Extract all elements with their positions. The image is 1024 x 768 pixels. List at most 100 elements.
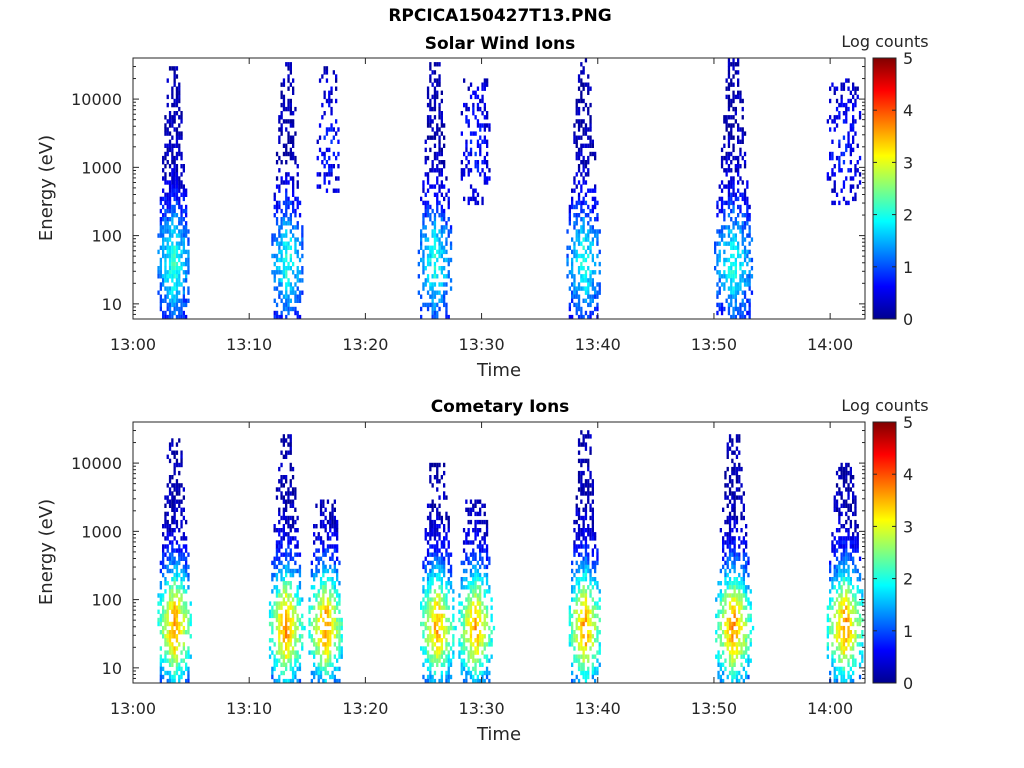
heatmap-cell — [336, 666, 339, 672]
heatmap-cell — [747, 556, 750, 561]
heatmap-cell — [189, 654, 192, 659]
heatmap-cell — [730, 261, 733, 267]
heatmap-cell — [292, 180, 295, 185]
heatmap-cell — [488, 123, 491, 128]
heatmap-cell — [166, 237, 169, 242]
heatmap-cell — [185, 601, 188, 606]
heatmap-cell — [716, 213, 719, 218]
heatmap-cell — [338, 666, 341, 672]
heatmap-cell — [724, 593, 727, 598]
heatmap-cell — [573, 589, 576, 594]
heatmap-cell — [577, 585, 581, 590]
heatmap-cell — [171, 654, 174, 659]
heatmap-cell — [338, 625, 341, 631]
heatmap-cell — [842, 196, 846, 202]
heatmap-cell — [467, 172, 470, 177]
heatmap-cell — [159, 302, 162, 308]
heatmap-cell — [426, 589, 430, 594]
heatmap-cell — [438, 253, 441, 259]
heatmap-cell — [835, 548, 839, 553]
heatmap-cell — [589, 298, 592, 303]
heatmap-cell — [474, 625, 477, 631]
heatmap-cell — [852, 94, 855, 100]
heatmap-cell — [296, 196, 299, 202]
heatmap-cell — [278, 601, 281, 606]
heatmap-cell — [159, 678, 162, 684]
heatmap-cell — [282, 528, 285, 533]
heatmap-cell — [189, 621, 192, 627]
heatmap-cell — [727, 164, 731, 169]
heatmap-cell — [424, 589, 427, 594]
heatmap-cell — [438, 127, 441, 132]
heatmap-cell — [329, 564, 332, 570]
heatmap-cell — [278, 646, 281, 651]
heatmap-cell — [280, 127, 283, 132]
heatmap-cell — [479, 613, 482, 619]
heatmap-cell — [833, 127, 836, 132]
heatmap-cell — [429, 257, 432, 263]
heatmap-cell — [831, 119, 834, 124]
heatmap-cell — [429, 249, 432, 255]
heatmap-cell — [573, 634, 576, 639]
heatmap-cell — [289, 515, 292, 521]
heatmap-cell — [462, 678, 466, 684]
heatmap-cell — [319, 536, 323, 541]
heatmap-cell — [725, 184, 728, 189]
heatmap-cell — [329, 511, 332, 517]
heatmap-cell — [580, 630, 583, 635]
heatmap-cell — [282, 98, 286, 104]
heatmap-cell — [433, 233, 437, 238]
heatmap-cell — [182, 302, 185, 308]
heatmap-cell — [324, 515, 327, 521]
heatmap-cell — [584, 568, 588, 574]
heatmap-cell — [429, 625, 432, 631]
heatmap-cell — [331, 617, 334, 623]
heatmap-cell — [178, 200, 181, 206]
heatmap-cell — [322, 572, 325, 578]
heatmap-cell — [171, 609, 174, 614]
heatmap-cell — [292, 184, 295, 189]
heatmap-cell — [308, 634, 311, 639]
heatmap-cell — [577, 298, 581, 303]
heatmap-cell — [748, 270, 751, 275]
heatmap-cell — [273, 662, 276, 667]
heatmap-cell — [338, 654, 341, 659]
heatmap-cell — [474, 609, 477, 614]
heatmap-cell — [287, 495, 290, 500]
heatmap-cell — [168, 261, 172, 267]
heatmap-cell — [476, 593, 479, 598]
heatmap-cell — [741, 192, 744, 197]
heatmap-cell — [187, 650, 190, 655]
heatmap-cell — [577, 155, 581, 161]
heatmap-cell — [589, 515, 592, 521]
heatmap-cell — [724, 519, 727, 525]
heatmap-cell — [436, 654, 439, 659]
heatmap-cell — [166, 127, 169, 132]
heatmap-cell — [852, 82, 855, 87]
heatmap-cell — [584, 102, 588, 108]
heatmap-cell — [716, 270, 719, 275]
heatmap-cell — [445, 654, 448, 659]
heatmap-cell — [173, 577, 176, 582]
heatmap-cell — [467, 670, 470, 676]
heatmap-cell — [472, 585, 475, 590]
heatmap-cell — [845, 605, 848, 610]
heatmap-cell — [580, 90, 583, 95]
heatmap-cell — [445, 536, 448, 541]
heatmap-cell — [164, 270, 167, 275]
heatmap-cell — [727, 115, 731, 120]
heatmap-cell — [420, 646, 423, 651]
heatmap-cell — [481, 98, 484, 104]
heatmap-cell — [330, 98, 333, 104]
heatmap-cell — [720, 155, 724, 161]
x-tick-label: 13:20 — [342, 335, 388, 354]
heatmap-cell — [159, 613, 162, 619]
heatmap-cell — [476, 650, 479, 655]
heatmap-cell — [831, 581, 834, 586]
heatmap-cell — [175, 450, 179, 455]
heatmap-cell — [845, 479, 848, 484]
heatmap-cell — [180, 658, 183, 663]
heatmap-cell — [577, 78, 581, 83]
heatmap-cell — [322, 499, 325, 504]
heatmap-cell — [738, 487, 741, 492]
